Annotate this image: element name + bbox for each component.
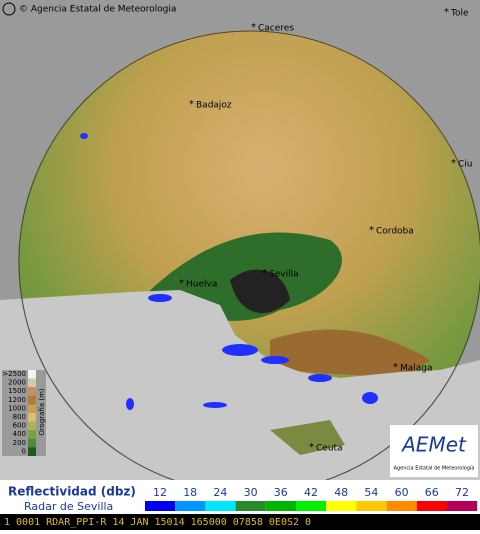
orography-label: 1200 (8, 396, 26, 404)
copyright-icon (2, 2, 16, 16)
orography-swatch (28, 378, 36, 388)
city-label: Huelva (186, 280, 217, 290)
legend-swatch (326, 501, 357, 511)
orography-label: 1500 (8, 387, 26, 395)
orography-label: 0 (22, 447, 26, 455)
orography-swatch (28, 430, 36, 439)
city-marker: * (251, 22, 256, 33)
city-label: Caceres (258, 24, 294, 34)
radar-name: Radar de Sevilla (24, 500, 113, 513)
copyright: © Agencia Estatal de Meteorologia (19, 5, 176, 15)
echoes (80, 133, 378, 410)
orography-swatch (28, 413, 36, 422)
orography-label: 400 (13, 430, 26, 438)
echo (80, 133, 88, 139)
orography-label: 200 (13, 439, 26, 447)
legend-value: 12 (153, 486, 167, 499)
orography-title: Orografía (m) (38, 388, 46, 436)
echo (308, 374, 332, 382)
city-marker: * (179, 278, 184, 289)
legend-value: 72 (455, 486, 469, 499)
legend-value: 36 (274, 486, 288, 499)
legend-value: 60 (395, 486, 409, 499)
legend-swatch (447, 501, 478, 511)
orography-swatch (28, 395, 36, 405)
legend-value: 18 (183, 486, 197, 499)
city-label: Tole (450, 9, 469, 19)
city-marker: * (189, 99, 194, 110)
orography-label: 600 (13, 422, 26, 430)
echo (362, 392, 378, 404)
marsh (230, 269, 290, 314)
logo-subtitle: Agencia Estatal de Meteorología (394, 465, 475, 472)
sea (18, 290, 480, 480)
legend-swatch (235, 501, 266, 511)
city-marker: * (369, 225, 374, 236)
legend-swatch (145, 501, 176, 511)
orography-swatch (28, 387, 36, 396)
city-marker: * (451, 158, 456, 169)
echo (203, 402, 227, 408)
orography-scale: >250020001500120010008006004002000Orogra… (2, 370, 46, 456)
orography-swatch (28, 404, 36, 413)
city-marker: * (393, 362, 398, 373)
orography-swatch (28, 438, 36, 448)
orography-bg (2, 370, 46, 456)
legend-value: 24 (213, 486, 227, 499)
city-label: Malaga (400, 364, 433, 374)
legend-value: 30 (244, 486, 258, 499)
africa (270, 420, 345, 455)
legend-value: 42 (304, 486, 318, 499)
status-bar (0, 514, 480, 530)
orography-label: 2000 (8, 379, 26, 387)
legend-title: Reflectividad (dbz) (8, 485, 136, 499)
status-text: 1 0001 RDAR_PPI-R 14 JAN 15014 165000 07… (4, 517, 311, 528)
city-label: Sevilla (269, 270, 299, 280)
legend-swatch (205, 501, 236, 511)
mountains (270, 329, 430, 380)
legend-value: 66 (425, 486, 439, 499)
orography-swatch (28, 370, 36, 379)
city-label: Badajoz (196, 101, 232, 111)
orography-label: >2500 (2, 370, 26, 378)
legend-value: 48 (334, 486, 348, 499)
city-marker: * (444, 7, 449, 18)
orography-label: 1000 (8, 404, 26, 412)
logo: AEMet (400, 433, 467, 457)
city-label: Cordoba (376, 227, 414, 237)
radar-coverage (18, 30, 480, 494)
legend-swatch (296, 501, 327, 511)
city-marker: * (309, 442, 314, 453)
orography-label: 800 (13, 413, 26, 421)
city-marker: * (262, 268, 267, 279)
legend-swatch (416, 501, 447, 511)
echo (126, 398, 134, 410)
orography-swatch (28, 447, 36, 456)
legend-swatch (386, 501, 417, 511)
city-label: Ciu (458, 160, 473, 170)
legend-swatch (356, 501, 387, 511)
echo (148, 294, 172, 302)
orography-swatch (28, 421, 36, 431)
city-label: Ceuta (316, 444, 343, 454)
echo (261, 356, 289, 364)
legend-swatch (175, 501, 206, 511)
legend-swatch (265, 501, 296, 511)
echo (222, 344, 258, 356)
logo-box (390, 425, 478, 477)
legend-value: 54 (364, 486, 378, 499)
